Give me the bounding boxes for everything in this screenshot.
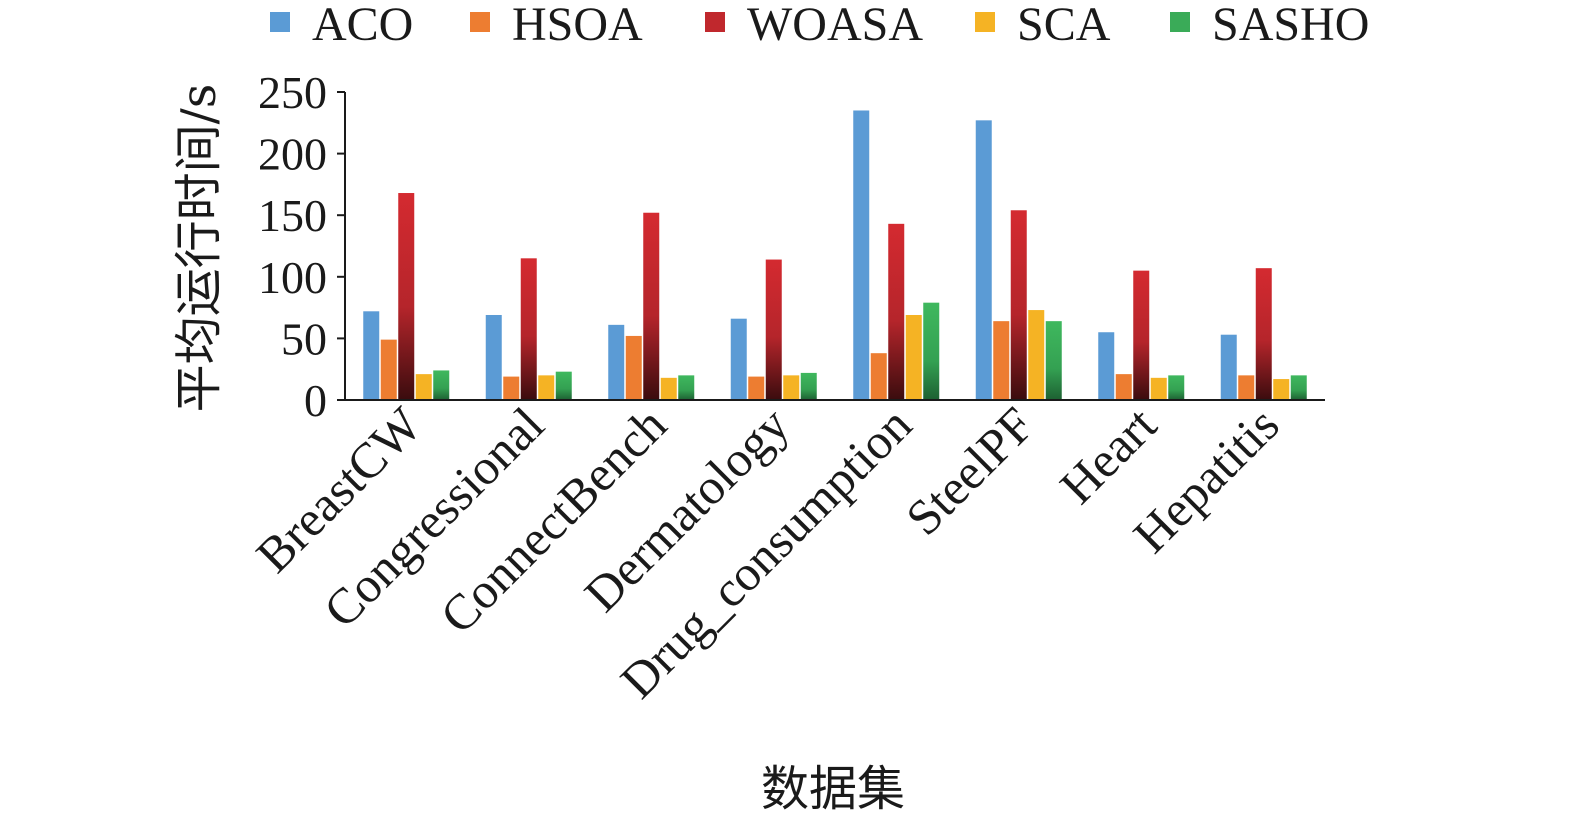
legend-swatch-hsoa <box>470 12 490 32</box>
bar-woasa-dermatology <box>765 259 782 400</box>
y-axis-title: 平均运行时间/s <box>171 84 227 413</box>
legend: ACO HSOA WOASA SCA SASHO <box>270 0 1369 51</box>
bar-sasho-congressional <box>555 371 572 400</box>
bar-woasa-steelpf <box>1010 210 1027 400</box>
bar-sca-steelpf <box>1028 310 1045 400</box>
bar-aco-hepatitis <box>1220 334 1237 400</box>
bar-hsoa-connectbench <box>625 335 642 400</box>
bar-woasa-breastcw <box>398 193 415 400</box>
bar-sasho-dermatology <box>800 372 817 400</box>
bar-sasho-connectbench <box>678 375 695 400</box>
legend-label-hsoa: HSOA <box>512 0 643 51</box>
legend-label-sasho: SASHO <box>1212 0 1369 51</box>
bar-sca-connectbench <box>660 377 677 400</box>
y-tick-label: 200 <box>258 129 327 180</box>
y-tick-label: 50 <box>281 313 327 364</box>
bar-hsoa-congressional <box>503 376 520 400</box>
bar-sca-dermatology <box>783 375 800 400</box>
bar-woasa-heart <box>1133 270 1150 400</box>
legend-label-woasa: WOASA <box>747 0 923 51</box>
y-tick-label: 0 <box>304 375 327 426</box>
bar-sasho-heart <box>1168 375 1185 400</box>
legend-swatch-sca <box>975 12 995 32</box>
bar-aco-connectbench <box>608 324 625 400</box>
bars <box>363 110 1307 400</box>
bar-sca-drug_consumption <box>905 314 922 400</box>
x-axis: BreastCWCongressionalConnectBenchDermato… <box>245 396 1325 709</box>
y-tick-label: 150 <box>258 190 327 241</box>
legend-swatch-sasho <box>1170 12 1190 32</box>
y-tick-label: 250 <box>258 67 327 118</box>
bar-sca-hepatitis <box>1273 379 1290 400</box>
bar-sasho-drug_consumption <box>923 302 940 400</box>
bar-hsoa-steelpf <box>993 321 1010 400</box>
bar-hsoa-hepatitis <box>1238 375 1255 400</box>
bar-sasho-breastcw <box>433 370 450 400</box>
legend-swatch-woasa <box>705 12 725 32</box>
y-axis: 0 50 100 150 200 250 <box>258 67 346 426</box>
legend-label-aco: ACO <box>312 0 413 51</box>
bar-sca-heart <box>1150 377 1167 400</box>
bar-woasa-hepatitis <box>1255 268 1272 400</box>
y-tick-label: 100 <box>258 252 327 303</box>
bar-aco-breastcw <box>363 311 380 400</box>
bar-sasho-steelpf <box>1045 321 1062 400</box>
legend-label-sca: SCA <box>1017 0 1111 51</box>
bar-aco-drug_consumption <box>853 110 870 400</box>
bar-aco-dermatology <box>730 318 747 400</box>
bar-sasho-hepatitis <box>1290 375 1307 400</box>
legend-swatch-aco <box>270 12 290 32</box>
bar-woasa-connectbench <box>643 212 660 400</box>
bar-hsoa-breastcw <box>380 339 397 400</box>
bar-aco-steelpf <box>975 120 992 400</box>
x-tick-label: SteelPF <box>895 396 1045 546</box>
bar-sca-congressional <box>538 375 555 400</box>
bar-hsoa-dermatology <box>748 376 765 400</box>
bar-hsoa-heart <box>1115 374 1132 400</box>
bar-aco-congressional <box>485 314 502 400</box>
x-axis-title: 数据集 <box>761 761 905 817</box>
bar-aco-heart <box>1098 332 1115 400</box>
bar-sca-breastcw <box>415 374 432 400</box>
bar-hsoa-drug_consumption <box>870 353 887 400</box>
bar-woasa-congressional <box>520 258 537 400</box>
bar-woasa-drug_consumption <box>888 223 905 400</box>
